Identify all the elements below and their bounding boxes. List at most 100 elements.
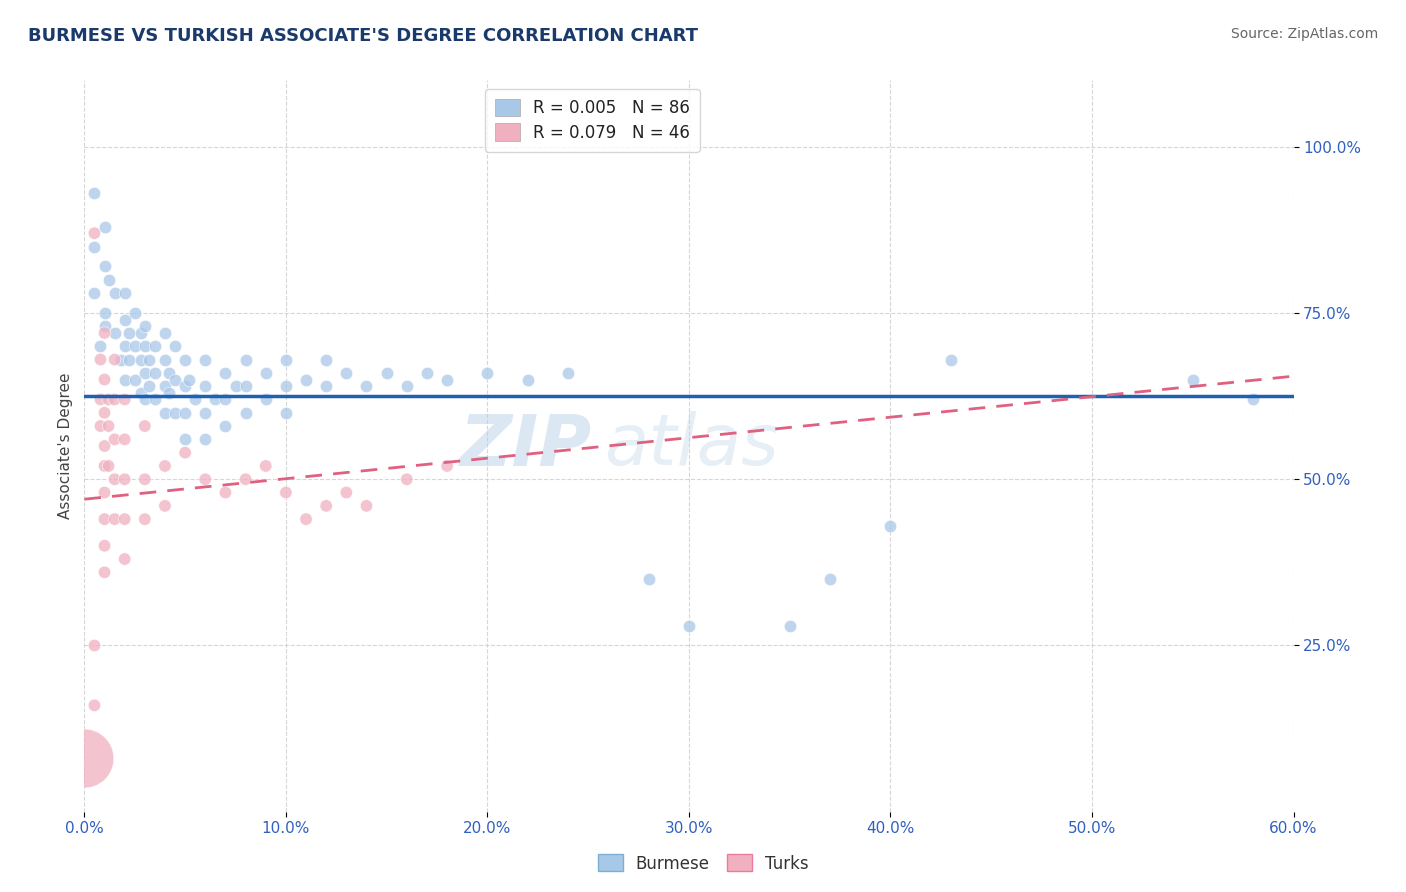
Point bbox=[73, 751, 96, 765]
Point bbox=[93, 326, 115, 340]
Point bbox=[416, 366, 439, 380]
Point bbox=[134, 319, 156, 334]
Point bbox=[114, 472, 136, 486]
Point bbox=[138, 352, 160, 367]
Point bbox=[97, 392, 120, 407]
Text: BURMESE VS TURKISH ASSOCIATE'S DEGREE CORRELATION CHART: BURMESE VS TURKISH ASSOCIATE'S DEGREE CO… bbox=[28, 27, 699, 45]
Point bbox=[118, 352, 141, 367]
Point bbox=[165, 339, 187, 353]
Point bbox=[134, 512, 156, 526]
Point bbox=[97, 273, 120, 287]
Point bbox=[153, 326, 176, 340]
Point bbox=[274, 352, 297, 367]
Point bbox=[375, 366, 398, 380]
Point bbox=[93, 485, 115, 500]
Legend: R = 0.005   N = 86, R = 0.079   N = 46: R = 0.005 N = 86, R = 0.079 N = 46 bbox=[485, 88, 700, 152]
Point bbox=[879, 518, 901, 533]
Point bbox=[104, 433, 127, 447]
Point bbox=[93, 406, 115, 420]
Point bbox=[138, 379, 160, 393]
Point bbox=[153, 406, 176, 420]
Point bbox=[93, 566, 115, 580]
Point bbox=[143, 339, 166, 353]
Point bbox=[114, 286, 136, 301]
Point bbox=[818, 572, 841, 586]
Point bbox=[104, 286, 127, 301]
Point bbox=[235, 472, 257, 486]
Point bbox=[153, 379, 176, 393]
Point bbox=[184, 392, 207, 407]
Point bbox=[83, 286, 105, 301]
Point bbox=[335, 366, 357, 380]
Point bbox=[254, 458, 277, 473]
Point bbox=[557, 366, 579, 380]
Point bbox=[174, 445, 197, 459]
Point bbox=[83, 239, 105, 253]
Point bbox=[174, 433, 197, 447]
Point bbox=[83, 639, 105, 653]
Point bbox=[356, 499, 378, 513]
Point bbox=[114, 433, 136, 447]
Point bbox=[114, 552, 136, 566]
Point bbox=[93, 219, 115, 234]
Point bbox=[214, 366, 236, 380]
Point bbox=[295, 372, 318, 386]
Point bbox=[104, 326, 127, 340]
Point bbox=[114, 372, 136, 386]
Point bbox=[254, 366, 277, 380]
Point bbox=[254, 392, 277, 407]
Point bbox=[637, 572, 659, 586]
Point bbox=[110, 352, 132, 367]
Point bbox=[93, 372, 115, 386]
Point bbox=[235, 352, 257, 367]
Point bbox=[157, 385, 180, 400]
Point bbox=[134, 392, 156, 407]
Point bbox=[124, 339, 146, 353]
Point bbox=[235, 406, 257, 420]
Point bbox=[194, 472, 217, 486]
Point bbox=[89, 419, 111, 434]
Point bbox=[194, 433, 217, 447]
Text: ZIP: ZIP bbox=[460, 411, 592, 481]
Point bbox=[157, 366, 180, 380]
Point bbox=[134, 339, 156, 353]
Point bbox=[356, 379, 378, 393]
Point bbox=[165, 372, 187, 386]
Point bbox=[129, 326, 152, 340]
Point bbox=[129, 352, 152, 367]
Point bbox=[235, 379, 257, 393]
Point bbox=[274, 485, 297, 500]
Point bbox=[678, 618, 700, 632]
Point bbox=[274, 406, 297, 420]
Point bbox=[114, 312, 136, 326]
Point bbox=[174, 352, 197, 367]
Point bbox=[315, 352, 337, 367]
Point bbox=[274, 379, 297, 393]
Point bbox=[104, 512, 127, 526]
Point bbox=[477, 366, 499, 380]
Point bbox=[939, 352, 962, 367]
Point bbox=[174, 406, 197, 420]
Point bbox=[153, 352, 176, 367]
Point bbox=[395, 379, 418, 393]
Point bbox=[83, 698, 105, 713]
Y-axis label: Associate's Degree: Associate's Degree bbox=[58, 373, 73, 519]
Point bbox=[89, 339, 111, 353]
Point bbox=[104, 392, 127, 407]
Point bbox=[129, 385, 152, 400]
Point bbox=[143, 366, 166, 380]
Point bbox=[214, 419, 236, 434]
Point bbox=[89, 352, 111, 367]
Point bbox=[436, 372, 458, 386]
Point bbox=[194, 406, 217, 420]
Point bbox=[83, 226, 105, 240]
Point bbox=[118, 326, 141, 340]
Point bbox=[779, 618, 801, 632]
Text: atlas: atlas bbox=[605, 411, 779, 481]
Point bbox=[93, 458, 115, 473]
Point bbox=[124, 306, 146, 320]
Point bbox=[315, 499, 337, 513]
Point bbox=[153, 458, 176, 473]
Point bbox=[204, 392, 226, 407]
Point bbox=[395, 472, 418, 486]
